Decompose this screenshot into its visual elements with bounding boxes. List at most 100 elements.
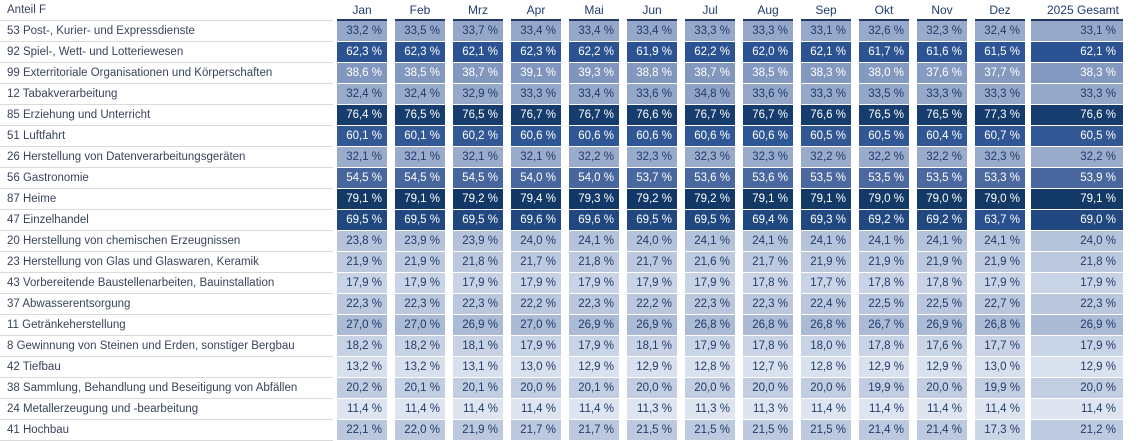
table-row: 26 Herstellung von Datenverarbeitungsger… — [0, 147, 1139, 168]
value-cell: 21,7 % — [743, 252, 793, 272]
value-cell: 21,8 % — [569, 252, 619, 272]
value-cell: 33,3 % — [975, 84, 1025, 104]
value-cell: 17,8 % — [859, 336, 909, 356]
value-cell: 38,6 % — [337, 63, 387, 83]
value-cell: 60,5 % — [801, 126, 851, 146]
value-cell: 33,6 % — [743, 84, 793, 104]
row-label: 51 Luftfahrt — [0, 126, 333, 147]
row-label: 38 Sammlung, Behandlung und Beseitigung … — [0, 378, 333, 399]
total-value-cell: 24,0 % — [1031, 231, 1123, 251]
total-value-cell: 20,0 % — [1031, 378, 1123, 398]
value-cell: 22,3 % — [337, 294, 387, 314]
value-cell: 76,7 % — [569, 105, 619, 125]
total-value-cell: 79,1 % — [1031, 189, 1123, 209]
value-cell: 53,5 % — [859, 168, 909, 188]
value-cell: 38,5 % — [743, 63, 793, 83]
value-cell: 33,4 % — [569, 84, 619, 104]
value-cell: 38,7 % — [453, 63, 503, 83]
value-cell: 33,4 % — [569, 21, 619, 41]
value-cell: 62,3 % — [511, 42, 561, 62]
value-cell: 76,4 % — [337, 105, 387, 125]
value-cell: 17,9 % — [395, 273, 445, 293]
value-cell: 33,3 % — [743, 21, 793, 41]
row-label: 12 Tabakverarbeitung — [0, 84, 333, 105]
value-cell: 26,8 % — [743, 315, 793, 335]
column-header-aug: Aug — [743, 0, 793, 21]
value-cell: 20,1 % — [569, 378, 619, 398]
value-cell: 21,9 % — [337, 252, 387, 272]
value-cell: 12,9 % — [917, 357, 967, 377]
total-value-cell: 21,2 % — [1031, 420, 1123, 440]
value-cell: 20,1 % — [395, 378, 445, 398]
value-cell: 21,9 % — [395, 252, 445, 272]
table-row: 38 Sammlung, Behandlung und Beseitigung … — [0, 378, 1139, 399]
value-cell: 21,4 % — [859, 420, 909, 440]
value-cell: 76,5 % — [859, 105, 909, 125]
value-cell: 69,5 % — [337, 210, 387, 230]
value-cell: 18,2 % — [337, 336, 387, 356]
value-cell: 21,5 % — [685, 420, 735, 440]
value-cell: 21,9 % — [917, 252, 967, 272]
value-cell: 33,1 % — [801, 21, 851, 41]
value-cell: 12,8 % — [685, 357, 735, 377]
value-cell: 33,6 % — [627, 84, 677, 104]
value-cell: 62,3 % — [337, 42, 387, 62]
value-cell: 37,7 % — [975, 63, 1025, 83]
value-cell: 22,3 % — [743, 294, 793, 314]
value-cell: 32,4 % — [395, 84, 445, 104]
value-cell: 79,2 % — [453, 189, 503, 209]
row-label: 20 Herstellung von chemischen Erzeugniss… — [0, 231, 333, 252]
row-label: 8 Gewinnung von Steinen und Erden, sonst… — [0, 336, 333, 357]
table-row: 53 Post-, Kurier- und Expressdienste 33,2… — [0, 21, 1139, 42]
value-cell: 79,2 % — [685, 189, 735, 209]
value-cell: 24,1 % — [859, 231, 909, 251]
value-cell: 24,1 % — [975, 231, 1025, 251]
value-cell: 21,7 % — [511, 420, 561, 440]
value-cell: 60,1 % — [395, 126, 445, 146]
value-cell: 79,1 % — [337, 189, 387, 209]
value-cell: 21,5 % — [627, 420, 677, 440]
value-cell: 60,5 % — [859, 126, 909, 146]
value-cell: 12,8 % — [801, 357, 851, 377]
table-row: 56 Gastronomie 54,5 % 54,5 % 54,5 % 54,0 % 54… — [0, 168, 1139, 189]
value-cell: 21,7 % — [627, 252, 677, 272]
total-value-cell: 33,3 % — [1031, 84, 1123, 104]
table-row: 11 Getränkeherstellung 27,0 % 27,0 % 26,9 %… — [0, 315, 1139, 336]
value-cell: 79,2 % — [627, 189, 677, 209]
value-cell: 69,4 % — [743, 210, 793, 230]
total-value-cell: 33,1 % — [1031, 21, 1123, 41]
value-cell: 38,7 % — [685, 63, 735, 83]
value-cell: 32,2 % — [801, 147, 851, 167]
row-label: 99 Exterritoriale Organisationen und Kör… — [0, 63, 333, 84]
value-cell: 26,9 % — [627, 315, 677, 335]
table-row: 99 Exterritoriale Organisationen und Kör… — [0, 63, 1139, 84]
value-cell: 24,1 % — [685, 231, 735, 251]
value-cell: 12,9 % — [859, 357, 909, 377]
value-cell: 22,2 % — [511, 294, 561, 314]
value-cell: 60,6 % — [569, 126, 619, 146]
value-cell: 39,1 % — [511, 63, 561, 83]
table-row: 92 Spiel-, Wett- und Lotteriewesen 62,3 %… — [0, 42, 1139, 63]
value-cell: 26,8 % — [975, 315, 1025, 335]
row-label: 92 Spiel-, Wett- und Lotteriewesen — [0, 42, 333, 63]
total-value-cell: 32,2 % — [1031, 147, 1123, 167]
table-row: 85 Erziehung und Unterricht 76,4 % 76,5 % 7… — [0, 105, 1139, 126]
value-cell: 17,8 % — [917, 273, 967, 293]
value-cell: 77,3 % — [975, 105, 1025, 125]
row-label: 26 Herstellung von Datenverarbeitungsger… — [0, 147, 333, 168]
value-cell: 27,0 % — [395, 315, 445, 335]
value-cell: 17,9 % — [569, 273, 619, 293]
value-cell: 24,0 % — [511, 231, 561, 251]
value-cell: 61,6 % — [917, 42, 967, 62]
row-label: 43 Vorbereitende Baustellenarbeiten, Bau… — [0, 273, 333, 294]
column-header-jul: Jul — [685, 0, 735, 21]
value-cell: 27,0 % — [337, 315, 387, 335]
value-cell: 79,1 % — [801, 189, 851, 209]
value-cell: 33,7 % — [453, 21, 503, 41]
value-cell: 17,6 % — [917, 336, 967, 356]
total-value-cell: 60,5 % — [1031, 126, 1123, 146]
value-cell: 20,2 % — [337, 378, 387, 398]
value-cell: 19,9 % — [859, 378, 909, 398]
value-cell: 23,8 % — [337, 231, 387, 251]
value-cell: 26,9 % — [453, 315, 503, 335]
